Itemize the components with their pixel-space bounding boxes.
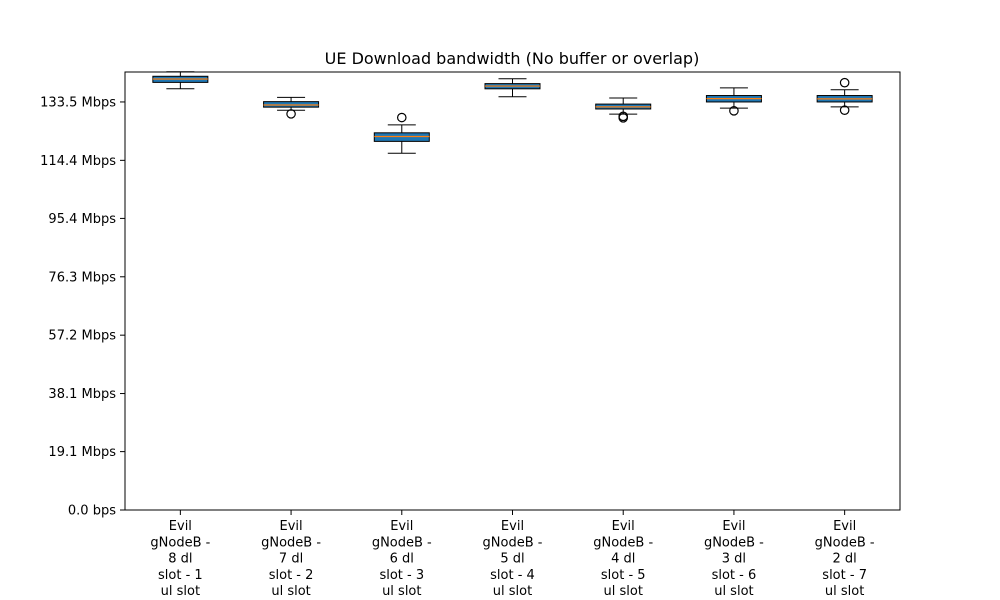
outlier-point <box>839 105 850 116</box>
x-tick-label-line: slot - 5 <box>601 568 646 583</box>
y-tick-label: 76.3 Mbps <box>48 270 116 285</box>
x-tick-label-line: slot - 6 <box>712 568 757 583</box>
x-tick-label-line: slot - 7 <box>822 568 867 583</box>
y-tick-label: 114.4 Mbps <box>40 154 116 169</box>
x-tick-label: Evil gNodeB - 2 dl slot - 7 ul slot <box>815 519 875 599</box>
box <box>263 101 320 108</box>
x-tick-label-line: ul slot <box>493 584 532 599</box>
box <box>373 132 430 142</box>
x-tick-label: Evil gNodeB - 6 dl slot - 3 ul slot <box>372 519 432 599</box>
x-tick-label-line: Evil <box>722 519 745 534</box>
x-tick-label-line: slot - 4 <box>490 568 535 583</box>
outlier-point <box>396 112 407 123</box>
x-tick-label-line: Evil <box>833 519 856 534</box>
x-tick-label-line: ul slot <box>604 584 643 599</box>
y-tick-label: 95.4 Mbps <box>48 212 116 227</box>
y-tick-label: 19.1 Mbps <box>48 445 116 460</box>
x-tick-label: Evil gNodeB - 3 dl slot - 6 ul slot <box>704 519 764 599</box>
x-tick-label-line: gNodeB - <box>593 535 653 550</box>
x-tick-label-line: ul slot <box>714 584 753 599</box>
x-tick-label-line: 8 dl <box>168 552 192 567</box>
x-tick-label-line: Evil <box>612 519 635 534</box>
x-tick-label-line: 4 dl <box>611 552 635 567</box>
outlier-point <box>839 77 850 88</box>
x-tick-label-line: 5 dl <box>500 552 524 567</box>
x-tick-label-line: 2 dl <box>833 552 857 567</box>
x-tick-label: Evil gNodeB - 4 dl slot - 5 ul slot <box>593 519 653 599</box>
x-tick-label: Evil gNodeB - 7 dl slot - 2 ul slot <box>261 519 321 599</box>
x-tick-label-line: ul slot <box>825 584 864 599</box>
chart-title: UE Download bandwidth (No buffer or over… <box>325 49 700 68</box>
x-tick-label-line: slot - 1 <box>158 568 203 583</box>
x-tick-label-line: Evil <box>501 519 524 534</box>
y-tick-label: 38.1 Mbps <box>48 387 116 402</box>
x-tick-label: Evil gNodeB - 8 dl slot - 1 ul slot <box>150 519 210 599</box>
x-tick-label-line: Evil <box>169 519 192 534</box>
x-tick-label-line: gNodeB - <box>150 535 210 550</box>
x-tick-label-line: 6 dl <box>390 552 414 567</box>
x-tick-label-line: gNodeB - <box>372 535 432 550</box>
x-tick-label-line: gNodeB - <box>483 535 543 550</box>
x-tick-label-line: ul slot <box>271 584 310 599</box>
y-tick-label: 133.5 Mbps <box>40 95 116 110</box>
x-tick-label-line: slot - 3 <box>379 568 424 583</box>
outlier-point <box>618 111 629 122</box>
y-tick-label: 57.2 Mbps <box>48 329 116 344</box>
x-tick-label-line: ul slot <box>161 584 200 599</box>
plot-marks: 0.0 bps 19.1 Mbps 38.1 Mbps 57.2 Mbps 76.3 M… <box>40 71 875 599</box>
y-tick-label: 0.0 bps <box>68 504 116 519</box>
x-tick-label-line: Evil <box>280 519 303 534</box>
x-tick-label-line: 3 dl <box>722 552 746 567</box>
x-tick-label-line: gNodeB - <box>815 535 875 550</box>
plot-frame <box>124 71 901 511</box>
x-tick-label-line: 7 dl <box>279 552 303 567</box>
x-tick-label-line: gNodeB - <box>704 535 764 550</box>
x-tick-label-line: Evil <box>390 519 413 534</box>
x-tick-label-line: gNodeB - <box>261 535 321 550</box>
outlier-point <box>729 106 739 116</box>
x-tick-label: Evil gNodeB - 5 dl slot - 4 ul slot <box>483 519 543 599</box>
x-tick-label-line: slot - 2 <box>269 568 314 583</box>
outlier-point <box>286 109 296 119</box>
x-tick-label-line: ul slot <box>382 584 421 599</box>
